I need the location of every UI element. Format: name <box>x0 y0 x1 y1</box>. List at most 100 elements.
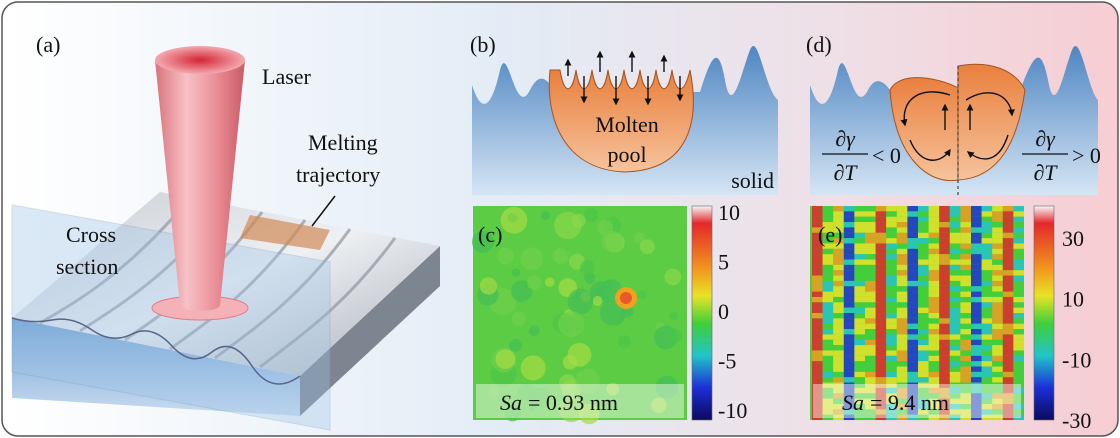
texture <box>833 329 844 334</box>
texture <box>897 238 908 243</box>
texture <box>865 345 876 350</box>
texture <box>982 329 993 334</box>
texture <box>950 233 961 238</box>
texture <box>584 208 598 222</box>
texture <box>876 276 887 281</box>
texture <box>1003 265 1014 270</box>
texture <box>992 334 1003 339</box>
texture <box>897 276 908 281</box>
texture <box>833 345 844 350</box>
texture <box>1013 345 1024 350</box>
texture <box>918 302 929 307</box>
texture <box>929 265 940 270</box>
texture <box>823 318 834 323</box>
texture <box>929 324 940 329</box>
texture <box>812 286 823 291</box>
texture <box>854 233 865 238</box>
texture <box>982 302 993 307</box>
texture <box>1003 324 1014 329</box>
texture <box>918 345 929 350</box>
texture <box>844 243 855 248</box>
laser-top <box>155 46 245 74</box>
texture <box>992 302 1003 307</box>
texture <box>1013 270 1024 275</box>
texture <box>950 350 961 355</box>
texture <box>971 318 982 323</box>
value: = 9.4 nm <box>870 390 949 415</box>
texture <box>833 297 844 302</box>
texture <box>844 356 855 361</box>
texture <box>812 372 823 377</box>
texture <box>950 265 961 270</box>
texture <box>886 222 897 227</box>
texture <box>939 372 950 377</box>
numerator: ∂γ <box>835 126 856 151</box>
texture <box>844 377 855 382</box>
texture <box>823 254 834 259</box>
texture <box>982 243 993 248</box>
texture <box>992 260 1003 265</box>
texture <box>854 270 865 275</box>
texture <box>823 276 834 281</box>
texture <box>865 361 876 366</box>
texture <box>865 233 876 238</box>
texture <box>982 260 993 265</box>
texture <box>865 367 876 372</box>
texture <box>865 340 876 345</box>
texture <box>886 308 897 313</box>
texture <box>886 334 897 339</box>
texture <box>854 345 865 350</box>
texture <box>950 206 961 211</box>
texture <box>950 334 961 339</box>
texture <box>854 361 865 366</box>
colorbar-tick-label: 10 <box>1062 287 1084 312</box>
texture <box>1013 297 1024 302</box>
texture <box>854 377 865 382</box>
texture <box>1003 334 1014 339</box>
texture <box>833 302 844 307</box>
texture <box>854 206 865 211</box>
texture <box>640 239 655 254</box>
texture <box>907 367 918 372</box>
texture <box>823 361 834 366</box>
texture <box>929 334 940 339</box>
texture <box>907 340 918 345</box>
texture <box>886 238 897 243</box>
texture <box>982 281 993 286</box>
texture <box>960 238 971 243</box>
texture <box>667 328 682 343</box>
texture <box>939 313 950 318</box>
texture <box>812 297 823 302</box>
texture <box>929 254 940 259</box>
texture <box>992 377 1003 382</box>
texture <box>992 281 1003 286</box>
texture <box>897 222 908 227</box>
texture <box>992 297 1003 302</box>
texture <box>982 227 993 232</box>
texture <box>960 367 971 372</box>
texture <box>960 211 971 216</box>
texture <box>939 227 950 232</box>
texture <box>833 313 844 318</box>
texture <box>918 227 929 232</box>
texture <box>865 265 876 270</box>
texture <box>876 265 887 270</box>
texture <box>929 340 940 345</box>
texture <box>897 372 908 377</box>
texture <box>854 249 865 254</box>
texture <box>812 356 823 361</box>
texture <box>971 313 982 318</box>
texture <box>907 276 918 281</box>
texture <box>833 265 844 270</box>
texture <box>1013 367 1024 372</box>
texture <box>833 286 844 291</box>
texture <box>1003 217 1014 222</box>
pool-label: Molten <box>595 112 659 137</box>
texture <box>929 276 940 281</box>
texture <box>876 238 887 243</box>
texture <box>897 350 908 355</box>
texture <box>918 206 929 211</box>
texture <box>844 281 855 286</box>
texture <box>823 329 834 334</box>
colorbar-tick-label: -10 <box>718 398 747 423</box>
